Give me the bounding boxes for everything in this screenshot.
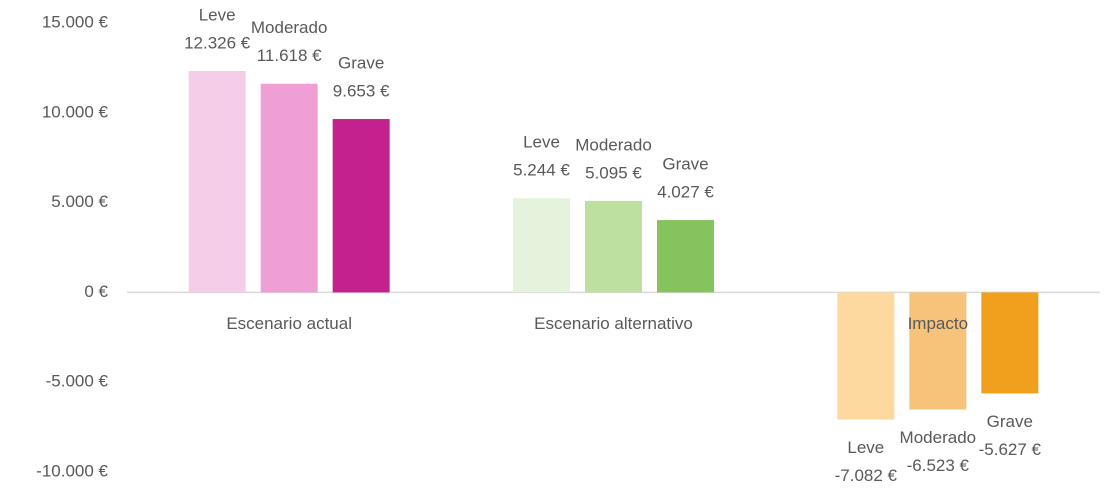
data-label: 4.027 €	[657, 183, 714, 202]
y-tick-label: 10.000 €	[42, 102, 109, 121]
data-label: 5.244 €	[513, 161, 570, 180]
bar	[332, 119, 390, 293]
bar	[981, 292, 1039, 394]
data-label: -6.523 €	[907, 456, 970, 475]
series-label: Grave	[338, 54, 384, 73]
series-label: Leve	[847, 438, 884, 457]
series-label: Moderado	[575, 135, 652, 154]
series-label: Moderado	[900, 428, 977, 447]
series-label: Leve	[523, 133, 560, 152]
data-label: -7.082 €	[835, 466, 898, 485]
bar	[657, 220, 714, 293]
data-label: 11.618 €	[257, 46, 322, 65]
bar	[909, 292, 967, 410]
x-tick-label: Impacto	[908, 314, 968, 333]
data-label: 12.326 €	[184, 34, 251, 53]
bar	[837, 292, 895, 420]
series-label: Grave	[662, 155, 708, 174]
x-tick-label: Escenario actual	[226, 314, 352, 333]
y-tick-label: 5.000 €	[51, 192, 108, 211]
bar	[513, 198, 570, 293]
data-label: 5.095 €	[585, 163, 642, 182]
bar	[188, 71, 246, 293]
series-label: Grave	[987, 412, 1033, 431]
y-tick-label: 15.000 €	[42, 12, 109, 31]
bar	[260, 83, 318, 293]
y-tick-label: -5.000 €	[46, 372, 109, 391]
y-tick-label: 0 €	[84, 282, 108, 301]
series-label: Moderado	[251, 18, 328, 37]
y-tick-label: -10.000 €	[36, 461, 108, 480]
bar	[585, 200, 642, 293]
series-label: Leve	[199, 6, 236, 25]
data-label: 9.653 €	[333, 82, 390, 101]
data-label: -5.627 €	[979, 440, 1042, 459]
x-tick-label: Escenario alternativo	[534, 314, 693, 333]
